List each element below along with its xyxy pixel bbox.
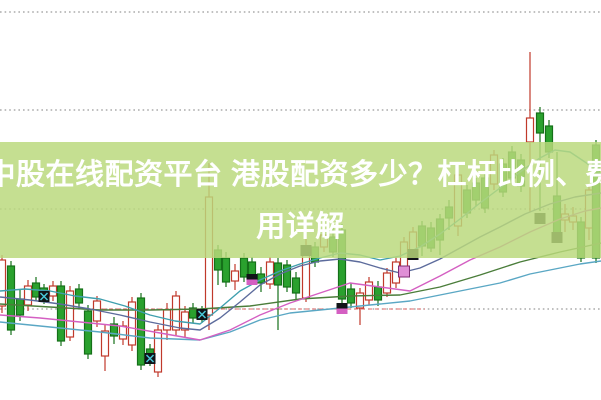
candle [282, 260, 292, 292]
candle [56, 281, 66, 346]
trade-marker [38, 291, 50, 302]
candle [382, 268, 392, 297]
candle [188, 303, 198, 323]
candle [127, 297, 137, 351]
candle [230, 264, 240, 290]
candle [153, 325, 163, 377]
candle [83, 305, 93, 359]
candle [265, 257, 275, 289]
candle [109, 317, 119, 344]
candle [0, 255, 7, 313]
ma-slow-cyan [0, 260, 601, 341]
candle [136, 293, 146, 370]
candle [273, 258, 283, 330]
trade-marker [246, 274, 258, 285]
candle [171, 291, 181, 336]
trade-marker [336, 303, 348, 314]
ma-olive-green [0, 242, 601, 311]
page-title-line2: 用详解 [256, 211, 345, 243]
trade-marker [196, 309, 208, 320]
candle [291, 272, 301, 299]
candle [364, 277, 374, 305]
title-overlay: 中股在线配资平台 港股配资多少？杠杆比例、费 用详解 [0, 142, 601, 258]
page-title-line1: 中股在线配资平台 港股配资多少？杠杆比例、费 [0, 159, 601, 191]
trade-marker [144, 353, 156, 364]
candle [118, 321, 128, 345]
candle [373, 281, 383, 306]
trade-marker [398, 265, 410, 278]
